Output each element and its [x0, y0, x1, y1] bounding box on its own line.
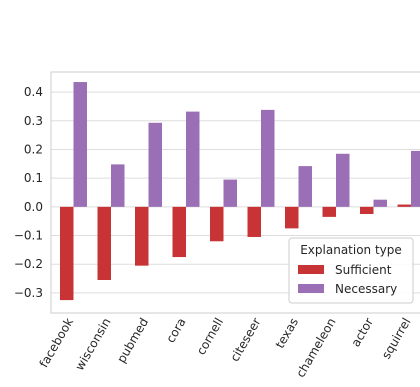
y-tick-label: −0.2: [14, 257, 43, 271]
x-tick-label: squirrel: [379, 316, 414, 362]
bar-necessary-cornell: [223, 179, 237, 207]
y-tick-label: 0.2: [24, 142, 43, 156]
x-tick-label: citeseer: [227, 315, 263, 364]
legend-swatch-sufficient: [298, 265, 324, 274]
bar-sufficient-texas: [285, 206, 299, 229]
x-tick-label: facebook: [37, 315, 77, 370]
bar-sufficient-citeseer: [247, 206, 261, 237]
plot-frame: [50, 71, 420, 314]
y-tick-label: −0.3: [14, 286, 43, 300]
x-tick-label: texas: [273, 316, 301, 351]
x-tick-label: cora: [163, 316, 188, 346]
bar-sufficient-cornell: [210, 206, 224, 242]
bar-necessary-actor: [373, 199, 387, 207]
legend: Explanation type Sufficient Necessary: [288, 237, 414, 304]
x-tick-label: wisconsin: [72, 316, 113, 373]
bar-necessary-wisconsin: [111, 164, 125, 207]
bar-sufficient-cora: [172, 206, 186, 258]
y-tick-label: −0.1: [14, 229, 43, 243]
legend-label-necessary: Necessary: [335, 282, 397, 296]
bar-sufficient-wisconsin: [97, 206, 111, 281]
legend-swatch-necessary: [298, 284, 324, 293]
x-tick-label: pubmed: [114, 316, 151, 366]
y-tick-label: 0.3: [24, 114, 43, 128]
bar-necessary-facebook: [73, 82, 87, 207]
y-axis: 0.4 0.3 0.2 0.1 0.0 −0.1 −0.2 −0.3: [14, 85, 43, 300]
bar-necessary-cora: [186, 111, 200, 207]
bar-sufficient-pubmed: [135, 206, 149, 266]
bar-sufficient-facebook: [60, 206, 74, 301]
bar-sufficient-chameleon: [322, 206, 336, 217]
legend-label-sufficient: Sufficient: [335, 263, 392, 277]
bar-necessary-texas: [298, 166, 312, 207]
x-tick-label: chameleon: [293, 316, 338, 380]
bar-sufficient-actor: [360, 206, 374, 215]
y-tick-label: 0.0: [24, 200, 43, 214]
bar-necessary-chameleon: [336, 153, 350, 207]
bar-necessary-pubmed: [148, 122, 162, 207]
legend-title: Explanation type: [300, 243, 402, 257]
bar-sufficient-squirrel: [397, 204, 411, 207]
bar-necessary-citeseer: [261, 109, 275, 207]
y-tick-label: 0.1: [24, 171, 43, 185]
y-tick-label: 0.4: [24, 85, 43, 99]
bars: [60, 82, 420, 301]
x-tick-label: cornell: [194, 316, 226, 358]
x-tick-label: actor: [349, 315, 377, 349]
bar-necessary-squirrel: [411, 150, 420, 207]
